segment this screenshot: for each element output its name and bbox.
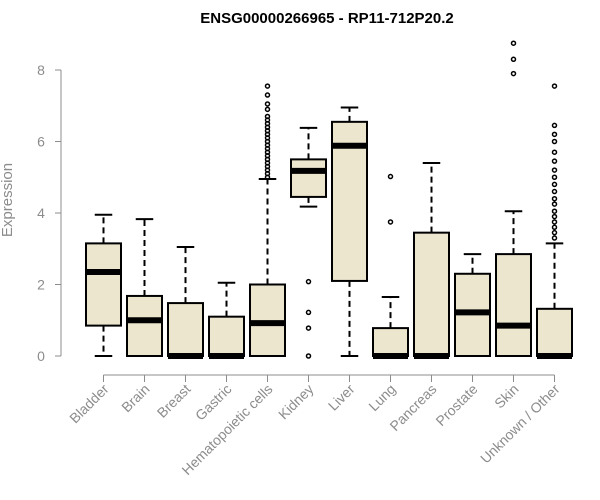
- outlier-point: [264, 113, 271, 120]
- box-bladder: [85, 242, 122, 327]
- outlier-point: [305, 309, 312, 316]
- outlier-point: [551, 213, 558, 220]
- outlier-point: [551, 195, 558, 202]
- outlier-point: [551, 229, 558, 236]
- x-tick-label: Kidney: [275, 381, 317, 423]
- outlier-point: [264, 83, 271, 89]
- outlier-point: [551, 208, 558, 214]
- x-tick-label: Prostate: [432, 381, 480, 429]
- x-tick-label: Brain: [118, 381, 152, 415]
- outlier-point: [264, 101, 271, 107]
- outlier-point: [551, 131, 558, 138]
- outlier-point: [551, 122, 558, 129]
- outlier-point: [551, 174, 558, 180]
- y-tick-label: 0: [37, 348, 45, 364]
- outlier-point: [510, 56, 517, 63]
- x-tick-label: Skin: [491, 381, 522, 412]
- outlier-point: [551, 224, 558, 231]
- outlier-point: [305, 325, 312, 331]
- box-breast: [167, 302, 204, 357]
- outlier-point: [264, 106, 271, 113]
- x-tick-label: Bladder: [66, 381, 112, 427]
- box-gastric: [208, 315, 245, 357]
- y-tick-label: 4: [37, 205, 45, 221]
- x-tick-label: Lung: [365, 381, 398, 414]
- outlier-point: [551, 181, 558, 188]
- outlier-point: [387, 173, 394, 180]
- y-tick-label: 2: [37, 277, 45, 293]
- outlier-point: [551, 201, 558, 207]
- chart-title: ENSG00000266965 - RP11-712P20.2: [200, 10, 454, 27]
- x-tick-label: Breast: [154, 381, 194, 421]
- y-tick-label: 6: [37, 134, 45, 150]
- outlier-point: [264, 92, 271, 98]
- outlier-point: [510, 40, 517, 46]
- outlier-point: [551, 138, 558, 145]
- outlier-point: [551, 188, 558, 195]
- x-tick-label: Liver: [325, 381, 358, 414]
- y-tick-label: 8: [37, 62, 45, 78]
- outlier-point: [551, 219, 558, 225]
- outlier-point: [551, 235, 558, 241]
- box-lung: [372, 327, 409, 357]
- box-skin: [495, 253, 532, 357]
- outlier-point: [551, 83, 558, 89]
- outlier-point: [551, 149, 558, 155]
- outlier-point: [551, 167, 558, 173]
- box-unknown-other: [536, 307, 573, 357]
- box-kidney: [290, 158, 327, 198]
- outlier-point: [387, 219, 394, 225]
- box-brain: [126, 294, 163, 358]
- outlier-point: [510, 70, 517, 77]
- outlier-point: [305, 278, 312, 285]
- box-pancreas: [413, 231, 450, 358]
- outlier-point: [551, 158, 558, 164]
- outlier-point: [305, 353, 312, 359]
- y-axis-label: Expression: [0, 163, 16, 237]
